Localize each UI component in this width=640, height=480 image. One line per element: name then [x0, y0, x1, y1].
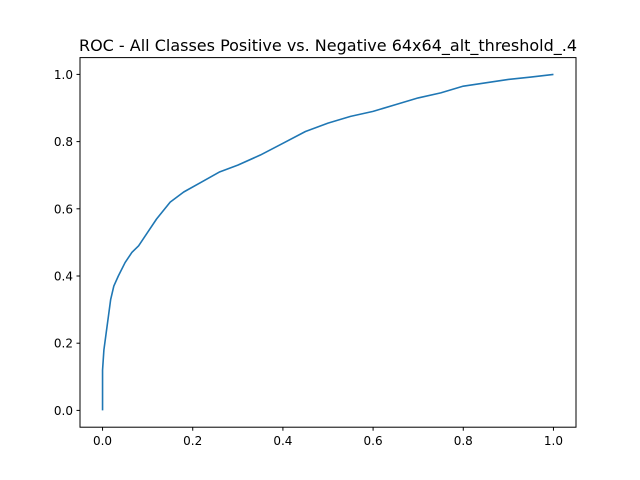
y-tick-label: 0.4 [54, 270, 73, 284]
x-tick-label: 0.2 [183, 434, 202, 448]
x-tick-label: 0.4 [273, 434, 292, 448]
roc-curve-line [101, 73, 554, 411]
y-tick-label: 1.0 [54, 68, 73, 82]
y-tick-label: 0.8 [54, 135, 73, 149]
x-tick-label: 0.8 [454, 434, 473, 448]
x-tick-label: 1.0 [544, 434, 563, 448]
chart-title: ROC - All Classes Positive vs. Negative … [79, 36, 577, 56]
x-tick-label: 0.6 [364, 434, 383, 448]
x-tick-label: 0.0 [93, 434, 112, 448]
y-tick-label: 0.2 [54, 337, 73, 351]
plot-area-frame [79, 57, 577, 428]
y-tick-label: 0.0 [54, 404, 73, 418]
axis-ticks: 0.0 0.2 0.4 0.6 0.8 1.0 0.0 0.2 0.4 0.6 0.8 1.0 [54, 68, 563, 448]
series-group [101, 73, 554, 411]
y-tick-label: 0.6 [54, 202, 73, 216]
